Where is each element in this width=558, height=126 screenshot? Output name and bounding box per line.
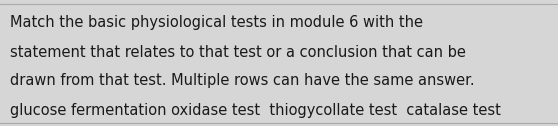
Text: statement that relates to that test or a conclusion that can be: statement that relates to that test or a… [10,45,466,60]
Text: drawn from that test. Multiple rows can have the same answer.: drawn from that test. Multiple rows can … [10,73,475,88]
Text: glucose fermentation oxidase test  thiogycollate test  catalase test: glucose fermentation oxidase test thiogy… [10,103,501,118]
Text: Match the basic physiological tests in module 6 with the: Match the basic physiological tests in m… [10,15,423,30]
